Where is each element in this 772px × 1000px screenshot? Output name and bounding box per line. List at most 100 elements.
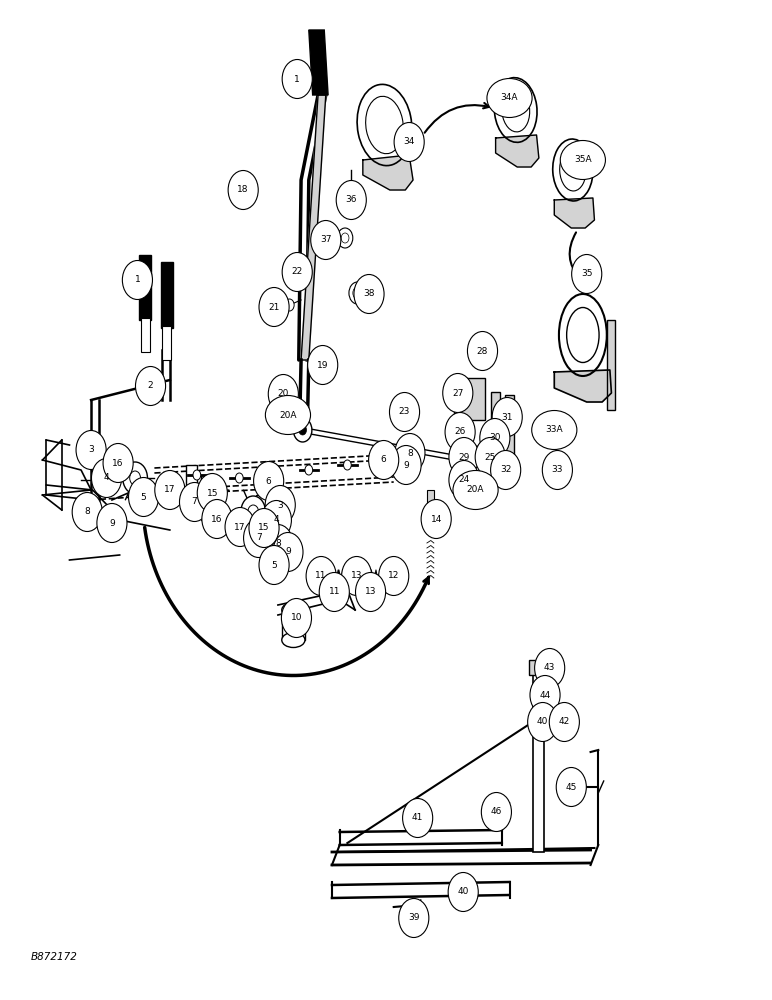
Ellipse shape bbox=[532, 410, 577, 450]
Text: 35: 35 bbox=[581, 269, 592, 278]
Text: 27: 27 bbox=[452, 388, 463, 397]
Text: 23: 23 bbox=[399, 408, 410, 416]
Circle shape bbox=[253, 462, 283, 500]
Circle shape bbox=[193, 470, 201, 480]
Circle shape bbox=[445, 412, 475, 452]
Text: 40: 40 bbox=[458, 888, 469, 896]
Circle shape bbox=[76, 430, 106, 470]
Polygon shape bbox=[256, 495, 269, 545]
Circle shape bbox=[273, 532, 303, 572]
Polygon shape bbox=[491, 392, 500, 452]
Circle shape bbox=[261, 500, 291, 540]
Polygon shape bbox=[496, 135, 539, 167]
Text: 7: 7 bbox=[256, 534, 262, 542]
Text: 20A: 20A bbox=[467, 486, 484, 494]
Text: 6: 6 bbox=[381, 456, 387, 464]
Text: 3: 3 bbox=[88, 446, 94, 454]
Text: 40: 40 bbox=[537, 718, 548, 726]
Circle shape bbox=[269, 374, 298, 414]
Text: 21: 21 bbox=[269, 302, 279, 312]
Polygon shape bbox=[186, 465, 197, 510]
Circle shape bbox=[374, 455, 382, 465]
Circle shape bbox=[235, 473, 243, 483]
Polygon shape bbox=[554, 198, 594, 228]
Circle shape bbox=[306, 556, 336, 595]
Circle shape bbox=[342, 556, 372, 595]
Ellipse shape bbox=[282, 602, 305, 617]
Circle shape bbox=[421, 499, 451, 538]
Text: 8: 8 bbox=[275, 540, 281, 548]
Text: 34: 34 bbox=[404, 137, 415, 146]
Text: 37: 37 bbox=[320, 235, 331, 244]
Circle shape bbox=[179, 483, 209, 522]
Text: 7: 7 bbox=[191, 497, 198, 506]
Circle shape bbox=[403, 798, 432, 838]
Circle shape bbox=[225, 508, 255, 546]
Circle shape bbox=[201, 499, 232, 538]
Polygon shape bbox=[141, 318, 150, 352]
Text: 45: 45 bbox=[566, 782, 577, 792]
Circle shape bbox=[454, 470, 465, 484]
Text: 17: 17 bbox=[164, 486, 175, 494]
Circle shape bbox=[136, 366, 165, 406]
Circle shape bbox=[527, 702, 557, 742]
Circle shape bbox=[455, 451, 464, 463]
Ellipse shape bbox=[266, 395, 310, 434]
Text: 19: 19 bbox=[317, 360, 328, 369]
Text: 30: 30 bbox=[489, 434, 500, 442]
Circle shape bbox=[349, 282, 366, 304]
Text: 17: 17 bbox=[235, 522, 245, 532]
Circle shape bbox=[241, 496, 266, 528]
Text: 39: 39 bbox=[408, 914, 419, 922]
Circle shape bbox=[354, 274, 384, 314]
Circle shape bbox=[394, 434, 425, 473]
Text: 10: 10 bbox=[291, 613, 302, 622]
Polygon shape bbox=[309, 30, 328, 95]
Circle shape bbox=[310, 221, 340, 259]
Text: 35A: 35A bbox=[574, 155, 591, 164]
Polygon shape bbox=[505, 395, 514, 455]
Text: B872172: B872172 bbox=[31, 952, 78, 962]
Circle shape bbox=[448, 872, 478, 912]
Text: 11: 11 bbox=[329, 587, 340, 596]
Circle shape bbox=[479, 418, 510, 458]
Text: 46: 46 bbox=[491, 808, 502, 816]
Text: 24: 24 bbox=[459, 476, 469, 485]
Circle shape bbox=[378, 556, 409, 595]
Circle shape bbox=[154, 471, 185, 510]
Circle shape bbox=[355, 572, 385, 611]
Circle shape bbox=[549, 702, 579, 742]
Circle shape bbox=[449, 438, 479, 477]
Text: A: A bbox=[255, 526, 266, 541]
Text: 4: 4 bbox=[273, 516, 279, 524]
Circle shape bbox=[123, 462, 147, 494]
Circle shape bbox=[475, 438, 505, 477]
Polygon shape bbox=[454, 378, 485, 420]
Text: 36: 36 bbox=[346, 196, 357, 205]
Circle shape bbox=[305, 465, 313, 475]
Circle shape bbox=[283, 252, 312, 292]
Text: 29: 29 bbox=[459, 452, 469, 462]
Circle shape bbox=[336, 180, 366, 220]
Text: 1: 1 bbox=[134, 275, 141, 284]
Text: 11: 11 bbox=[316, 572, 327, 580]
Circle shape bbox=[259, 288, 289, 326]
Circle shape bbox=[344, 460, 351, 470]
Text: 5: 5 bbox=[141, 492, 147, 502]
Text: 33: 33 bbox=[552, 466, 563, 475]
Text: 20A: 20A bbox=[279, 410, 296, 420]
Circle shape bbox=[353, 287, 362, 299]
Polygon shape bbox=[161, 262, 173, 328]
Text: 25: 25 bbox=[485, 452, 496, 462]
Text: 20: 20 bbox=[278, 389, 289, 398]
Circle shape bbox=[259, 546, 289, 584]
Circle shape bbox=[530, 676, 560, 714]
Circle shape bbox=[244, 518, 273, 558]
Text: 22: 22 bbox=[292, 267, 303, 276]
Circle shape bbox=[128, 478, 159, 516]
Polygon shape bbox=[346, 190, 357, 200]
Circle shape bbox=[162, 477, 170, 487]
Polygon shape bbox=[463, 422, 469, 460]
Circle shape bbox=[491, 450, 520, 489]
Circle shape bbox=[282, 598, 311, 638]
